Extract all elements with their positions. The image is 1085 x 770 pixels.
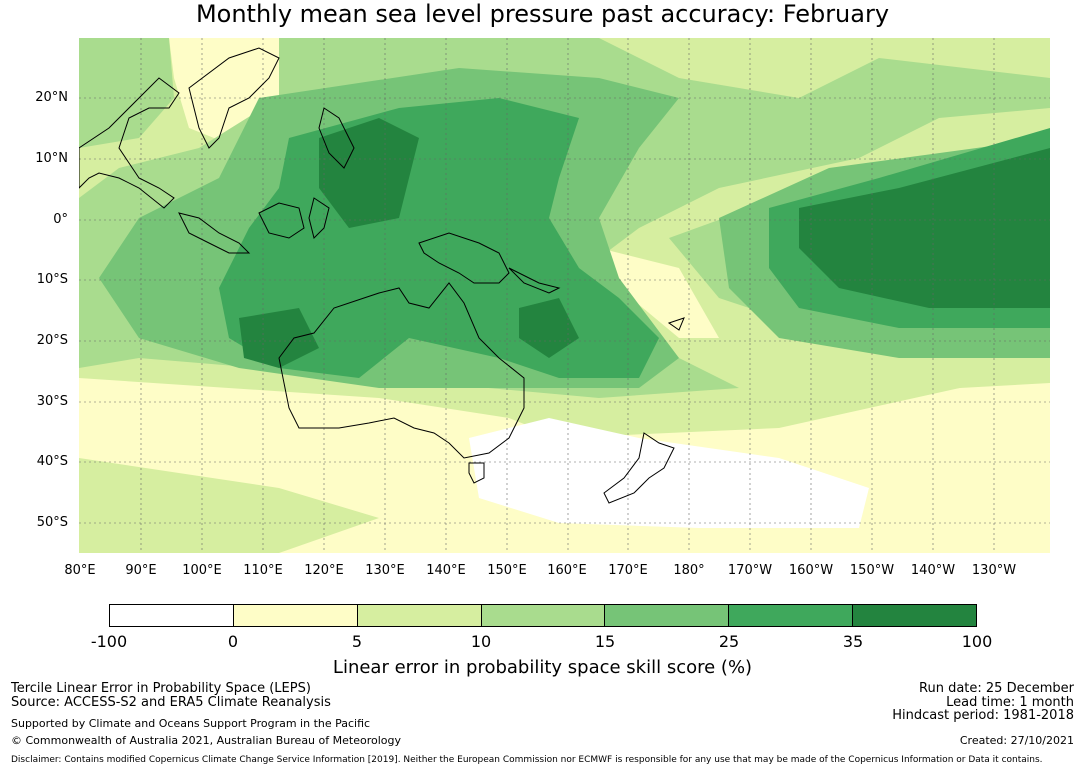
lon-label: 80°E: [64, 563, 96, 578]
lon-label: 170°W: [727, 563, 773, 578]
asia-coast: [79, 77, 180, 209]
footer-run-date: Run date: 25 December: [919, 681, 1074, 696]
skill-map[interactable]: [79, 38, 1050, 553]
lon-label: 140°E: [426, 563, 466, 578]
colorbar-tick-label: 10: [470, 632, 492, 651]
lon-label: 140°W: [910, 563, 956, 578]
chart-title: Monthly mean sea level pressure past acc…: [195, 0, 890, 28]
lon-label: 160°W: [788, 563, 834, 578]
colorbar-swatch: [233, 605, 358, 626]
lon-label: 90°E: [125, 563, 157, 578]
fiji-coast: [667, 317, 685, 331]
lat-label: 40°S: [36, 454, 68, 469]
lon-label: 180°: [673, 563, 705, 578]
indochina-coast: [188, 47, 280, 149]
coastlines: [79, 47, 685, 504]
colorbar-swatch: [110, 605, 234, 626]
colorbar-label: Linear error in probability space skill …: [332, 657, 753, 678]
colorbar-tick-label: 15: [594, 632, 616, 651]
lat-label: 0°: [53, 212, 68, 227]
lon-label: 150°E: [487, 563, 527, 578]
lat-label: 50°S: [36, 515, 68, 530]
colorbar-swatch: [481, 605, 606, 626]
colorbar-tick-label: 5: [351, 632, 363, 651]
field-region: [799, 148, 1050, 308]
footer-created: Created: 27/10/2021: [959, 734, 1074, 747]
lon-label: 150°W: [849, 563, 895, 578]
footer-copyright: © Commonwealth of Australia 2021, Austra…: [11, 734, 401, 747]
borneo-coast: [258, 202, 305, 239]
field-pale-region: [599, 248, 719, 338]
colorbar-swatch: [853, 605, 977, 626]
sulawesi-coast: [308, 197, 330, 239]
australia-coast: [278, 282, 525, 459]
footer-hindcast: Hindcast period: 1981-2018: [892, 708, 1074, 723]
field-region: [779, 338, 1050, 398]
footer-lead-time: Lead time: 1 month: [946, 695, 1074, 710]
tasmania-coast: [468, 462, 485, 484]
colorbar-swatch: [605, 605, 730, 626]
lat-label: 10°N: [35, 151, 68, 166]
colorbar: [109, 604, 977, 627]
new-guinea-coast: [418, 232, 510, 284]
footer-method: Tercile Linear Error in Probability Spac…: [11, 681, 311, 696]
lon-label: 100°E: [182, 563, 222, 578]
colorbar-tick-label: 100: [961, 632, 993, 651]
footer-disclaimer: Disclaimer: Contains modified Copernicus…: [11, 755, 1043, 765]
lon-label: 170°E: [608, 563, 648, 578]
colorbar-swatch: [357, 605, 482, 626]
gridlines: [79, 38, 1050, 553]
lon-label: 120°E: [304, 563, 344, 578]
field-white-region: [469, 418, 869, 528]
sumatra-java-coast: [178, 212, 251, 254]
colorbar-tick-label: 25: [718, 632, 740, 651]
skill-map-field: [79, 38, 1050, 553]
field-region: [79, 38, 174, 148]
lat-label: 20°N: [35, 90, 68, 105]
philippines-coast: [318, 107, 355, 169]
colorbar-tick-label: 0: [227, 632, 239, 651]
colorbar-tick-label: 35: [842, 632, 864, 651]
footer-support: Supported by Climate and Oceans Support …: [11, 717, 371, 730]
field-region: [519, 298, 579, 358]
lon-label: 110°E: [243, 563, 283, 578]
solomons-coast: [508, 267, 561, 294]
lon-label: 160°E: [547, 563, 587, 578]
lat-label: 10°S: [36, 272, 68, 287]
colorbar-swatch: [729, 605, 854, 626]
field-region: [319, 118, 419, 228]
new-zealand-coast: [603, 432, 675, 504]
lon-label: 130°E: [365, 563, 405, 578]
field-region: [79, 458, 379, 553]
lat-label: 30°S: [36, 394, 68, 409]
field-region: [239, 308, 319, 368]
footer-source: Source: ACCESS-S2 and ERA5 Climate Reana…: [11, 695, 331, 710]
lon-label: 130°W: [971, 563, 1017, 578]
colorbar-tick-label: -100: [90, 632, 128, 651]
lat-label: 20°S: [36, 333, 68, 348]
